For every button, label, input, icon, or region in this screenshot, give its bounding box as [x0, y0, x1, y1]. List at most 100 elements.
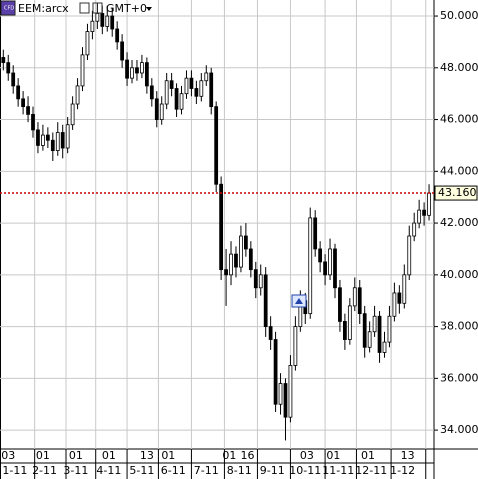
- candle-body: [308, 217, 313, 315]
- candle-body: [367, 331, 372, 348]
- candle-body: [85, 31, 90, 56]
- y-tick-label: 36.000: [440, 371, 478, 384]
- candle-body: [412, 222, 417, 237]
- candle-body: [164, 80, 169, 105]
- candle-body: [60, 132, 65, 149]
- candle-body: [387, 315, 392, 343]
- candle-body: [95, 13, 100, 22]
- x-tick-label: 13: [140, 449, 154, 462]
- x-tick-label: 1-11: [2, 464, 27, 477]
- y-tick-label: 48.000: [440, 61, 478, 74]
- candle-body: [16, 85, 21, 100]
- x-tick-label: 4-11: [96, 464, 121, 477]
- candle-body: [283, 383, 288, 418]
- tool-icon[interactable]: [92, 2, 103, 14]
- candle-body: [55, 132, 60, 152]
- candle-body: [402, 274, 407, 304]
- candle-body: [263, 274, 268, 327]
- candle-body: [105, 15, 110, 27]
- candle-body: [130, 67, 134, 79]
- y-tick-label: 38.000: [440, 320, 478, 333]
- candle-body: [253, 269, 258, 289]
- candle-body: [382, 341, 387, 353]
- candle-body: [239, 235, 243, 268]
- candle-body: [80, 54, 85, 87]
- candle-body: [26, 106, 30, 115]
- x-tick-label: 01: [361, 449, 375, 462]
- candle-body: [125, 59, 129, 79]
- icon-glyph: CFD: [4, 6, 14, 12]
- candle-body: [154, 98, 159, 120]
- candle-body: [21, 98, 25, 108]
- y-tick-label: 42.000: [440, 216, 478, 229]
- candle-body: [184, 77, 189, 95]
- candle-body: [229, 253, 233, 276]
- candle-body: [100, 13, 105, 27]
- tool-icon[interactable]: [79, 2, 90, 14]
- timezone: GMT+0: [106, 2, 147, 15]
- candle-body: [90, 20, 95, 32]
- candle-body: [243, 235, 248, 250]
- candle-body: [268, 326, 273, 340]
- candle-body: [199, 80, 204, 97]
- x-tick-label: 7-11: [194, 464, 219, 477]
- candle-body: [144, 62, 149, 87]
- x-tick-label: 2-11: [32, 464, 57, 477]
- candle-body: [6, 62, 11, 74]
- x-tick-label: 10-11: [289, 464, 321, 477]
- y-tick-label: 46.000: [440, 113, 478, 126]
- candle-body: [194, 88, 199, 97]
- candle-body: [328, 248, 332, 276]
- x-tick-label: 3-11: [63, 464, 88, 477]
- y-tick-label: 50.000: [440, 9, 478, 22]
- last-price-box: [434, 185, 478, 201]
- dropdown-arrow[interactable]: [146, 7, 152, 11]
- candle-body: [214, 106, 219, 185]
- x-tick-label: 11-11: [322, 464, 354, 477]
- candle-body: [417, 209, 422, 224]
- last-price-label: 43.160: [438, 186, 477, 199]
- candle-body: [234, 253, 238, 268]
- candle-body: [135, 67, 139, 74]
- candle-body: [313, 217, 318, 250]
- chart-title: EEM:arcx: [18, 2, 69, 15]
- candle-body: [347, 305, 352, 340]
- candle-body: [209, 72, 214, 108]
- candle-body: [362, 313, 367, 348]
- candle-body: [343, 321, 347, 340]
- x-tick-label: 01: [102, 449, 116, 462]
- x-tick-label: 01: [69, 449, 83, 462]
- candle-body: [392, 292, 397, 317]
- candle-body: [333, 248, 337, 289]
- candle-body: [422, 209, 426, 216]
- candle-body: [120, 41, 124, 61]
- candle-body: [159, 103, 164, 120]
- candle-body: [75, 85, 80, 105]
- candle-body: [169, 80, 174, 89]
- candle-body: [204, 72, 209, 82]
- event-glyph: [295, 298, 303, 304]
- candle-body: [427, 192, 431, 216]
- candle-body: [50, 139, 55, 152]
- x-tick-label: 01: [161, 449, 175, 462]
- candle-body: [1, 57, 6, 64]
- y-tick-label: 34.000: [440, 423, 478, 436]
- candle-body: [357, 287, 362, 315]
- candle-body: [397, 292, 402, 304]
- candle-body: [174, 88, 179, 110]
- candle-body: [338, 287, 342, 322]
- y-tick-label: 40.000: [440, 268, 478, 281]
- candle-body: [110, 15, 115, 30]
- candle-body: [288, 365, 293, 418]
- x-tick-label: 5-11: [129, 464, 154, 477]
- candles: [1, 3, 431, 441]
- candle-body: [293, 326, 298, 366]
- candle-body: [258, 274, 263, 289]
- candle-body: [318, 248, 323, 263]
- x-tick-label: 8-11: [227, 464, 252, 477]
- candle-body: [11, 72, 16, 87]
- candle-body: [224, 269, 228, 276]
- symbol-icon[interactable]: [0, 0, 16, 16]
- x-tick-label: 13: [401, 449, 415, 462]
